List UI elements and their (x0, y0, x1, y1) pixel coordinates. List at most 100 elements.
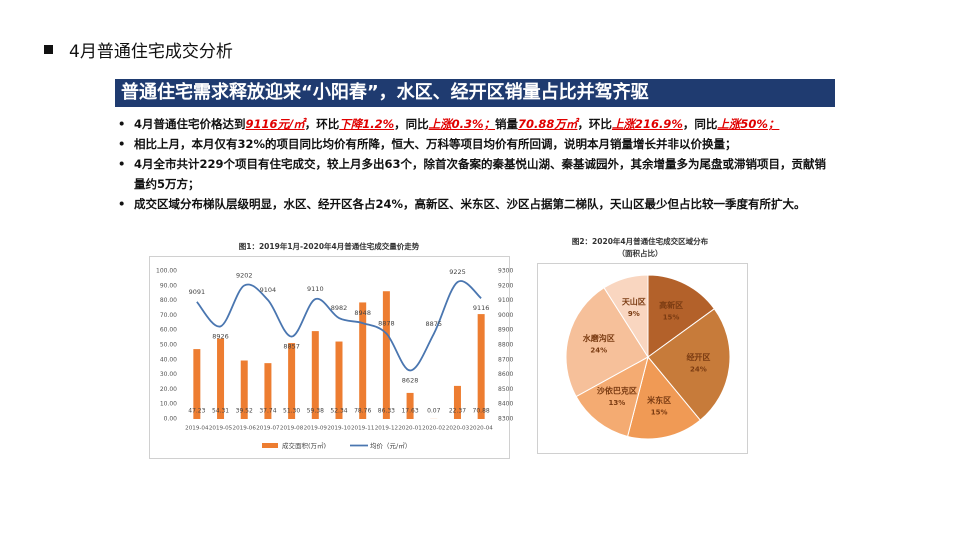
line-value-label: 8857 (283, 343, 300, 351)
bar (311, 331, 319, 419)
slice-label: 沙依巴克区 (597, 386, 637, 396)
slice-value-label: 9% (628, 310, 640, 318)
y-tick-label: 0.00 (164, 416, 178, 423)
y-tick-label: 50.00 (160, 342, 177, 349)
bar (240, 360, 248, 419)
legend-label: 成交面积(万㎡) (282, 441, 326, 450)
line-value-label: 8926 (212, 332, 229, 340)
legend-swatch (262, 443, 278, 448)
x-tick-label: 2019-06 (233, 426, 257, 432)
bar (288, 343, 296, 419)
pie-slice (647, 308, 731, 421)
y2-tick-label: 9100 (498, 297, 513, 304)
bar-value-label: 17.63 (401, 408, 418, 415)
y2-tick-label: 8500 (498, 386, 513, 393)
x-tick-label: 2020-01 (398, 426, 422, 432)
bar (406, 392, 414, 419)
line-value-label: 8628 (402, 376, 419, 384)
bullet-text: 成交区域分布梯队层级明显，水区、经开区各占24%，高新区、米东区、沙区占据第二梯… (134, 197, 806, 211)
line-value-label: 9225 (449, 268, 466, 276)
bar (217, 338, 225, 419)
y-tick-label: 10.00 (160, 401, 177, 408)
y-tick-label: 100.00 (156, 268, 177, 275)
chart-subtitle: （面积占比） (618, 248, 663, 258)
line-value-label: 9110 (307, 285, 324, 293)
pie-slice (603, 274, 649, 359)
bullet-emphasis: 上涨0.3%； (428, 117, 496, 131)
bullet-emphasis: 70.88万㎡ (518, 117, 578, 131)
x-tick-label: 2020-03 (446, 426, 470, 432)
bullet-emphasis: 下降1.2% (339, 117, 395, 131)
bullet-text: ，同比 (682, 117, 718, 131)
y-tick-label: 90.00 (160, 282, 177, 289)
bar-value-label: 78.76 (354, 408, 371, 415)
x-tick-label: 2019-04 (185, 426, 209, 432)
bullet-text: ，同比 (394, 117, 429, 131)
y-tick-label: 40.00 (160, 356, 177, 363)
bullet-text: ，环比 (304, 117, 340, 131)
x-tick-label: 2019-09 (304, 426, 328, 432)
bar-value-label: 59.38 (307, 408, 324, 415)
y-tick-label: 70.00 (160, 312, 177, 319)
x-tick-label: 2019-11 (351, 426, 375, 432)
slice-value-label: 15% (651, 409, 668, 417)
bar-value-label: 0.07 (427, 408, 441, 415)
pie-slice (565, 287, 649, 398)
bullet-text: 相比上月，本月仅有32%的项目同比均价有所降，恒大、万科等项目均价有所回调，说明… (134, 137, 737, 151)
bar-value-label: 37.74 (259, 408, 276, 415)
x-tick-label: 2019-07 (256, 426, 280, 432)
y2-tick-label: 8900 (498, 327, 513, 334)
bar-value-label: 54.31 (212, 408, 229, 415)
y2-tick-label: 8700 (498, 356, 513, 363)
line-value-label: 9104 (260, 286, 277, 294)
bar (335, 341, 343, 419)
bullet-text: 4月普通住宅价格达到 (134, 117, 246, 131)
chart-frame (149, 256, 510, 459)
bullet: 相比上月，本月仅有32%的项目同比均价有所降，恒大、万科等项目均价有所回调，说明… (118, 134, 830, 154)
heading-text: 4月普通住宅成交分析 (69, 42, 233, 62)
legend-label: 均价（元/㎡） (370, 441, 411, 450)
x-tick-label: 2019-10 (327, 426, 351, 432)
line-value-label: 9091 (189, 288, 206, 296)
y-tick-label: 30.00 (160, 371, 177, 378)
slice-value-label: 13% (608, 399, 625, 407)
heading: 4月普通住宅成交分析 (44, 37, 233, 62)
pie-slice (626, 355, 701, 440)
bullet-text: 销量 (495, 117, 519, 131)
bar (453, 385, 461, 419)
bar-value-label: 52.34 (330, 408, 347, 415)
bullet: 4月全市共计229个项目有住宅成交，较上月多出63个，除首次备案的秦基悦山湖、秦… (118, 154, 830, 194)
pie-slice (575, 356, 649, 438)
chart-title: 图1：2019年1月-2020年4月普通住宅成交量价走势 (239, 241, 420, 251)
y-tick-label: 80.00 (160, 297, 177, 304)
slice-value-label: 24% (690, 365, 707, 373)
bar-value-label: 70.88 (473, 408, 490, 415)
x-tick-label: 2020-02 (422, 426, 445, 432)
y2-tick-label: 8600 (498, 371, 513, 378)
slice-label: 高新区 (659, 300, 683, 310)
line-value-label: 8875 (425, 320, 442, 328)
y-tick-label: 20.00 (160, 386, 177, 393)
x-tick-label: 2020-04 (469, 426, 493, 432)
chart-title: 图2：2020年4月普通住宅成交区域分布 (572, 236, 709, 246)
banner: 普通住宅需求释放迎来“小阳春”，水区、经开区销量占比并驾齐驱 (115, 79, 835, 107)
bar-value-label: 39.52 (236, 408, 253, 415)
x-tick-label: 2019-08 (280, 426, 304, 432)
x-tick-label: 2019-05 (209, 426, 233, 432)
bar (359, 302, 367, 419)
y2-tick-label: 8400 (498, 401, 513, 408)
bullet-text: ，环比 (577, 117, 612, 131)
bullet-text: 4月全市共计229个项目有住宅成交，较上月多出63个，除首次备案的秦基悦山湖、秦… (134, 157, 827, 191)
line (196, 280, 482, 372)
bar-value-label: 86.33 (378, 408, 395, 415)
line-value-label: 9202 (236, 272, 253, 280)
slice-label: 水磨沟区 (582, 333, 615, 343)
slice-label: 天山区 (622, 297, 646, 307)
slice-value-label: 24% (590, 346, 607, 354)
bullet: 4月普通住宅价格达到9116元/㎡，环比下降1.2%，同比上涨0.3%；销量70… (118, 114, 830, 134)
y2-tick-label: 9200 (498, 282, 513, 289)
bar-value-label: 47.23 (188, 408, 205, 415)
bar (477, 314, 485, 419)
